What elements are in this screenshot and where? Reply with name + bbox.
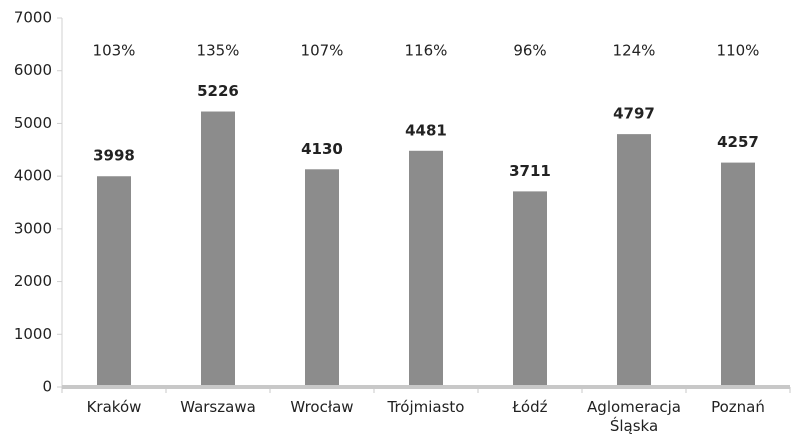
x-tick-label: Poznań <box>711 398 765 416</box>
bar <box>305 169 339 387</box>
y-tick-label: 2000 <box>14 272 52 290</box>
x-tick-label: Warszawa <box>180 398 256 416</box>
value-label: 3711 <box>509 162 551 180</box>
x-tick-label-box: Poznań <box>711 398 765 416</box>
x-tick-label: Trójmiasto <box>387 398 465 416</box>
percent-label: 110% <box>717 42 760 60</box>
value-label: 4257 <box>717 133 759 151</box>
y-tick-label: 4000 <box>14 167 52 185</box>
y-tick-label: 6000 <box>14 61 52 79</box>
percent-label: 107% <box>301 42 344 60</box>
x-tick-label: Łódź <box>512 398 548 416</box>
bar <box>97 176 131 387</box>
x-tick-label-box: Trójmiasto <box>387 398 465 416</box>
bar <box>721 162 755 387</box>
bar <box>409 150 443 387</box>
percent-label: 116% <box>405 42 448 60</box>
bar <box>513 191 547 387</box>
x-tick-label-box: Łódź <box>512 398 548 416</box>
x-tick-label: Kraków <box>86 398 142 416</box>
percent-label: 103% <box>93 42 136 60</box>
x-tick-label-box: Aglomeracja Śląska <box>587 398 681 435</box>
y-tick-label: 7000 <box>14 9 52 27</box>
y-tick-label: 3000 <box>14 219 52 237</box>
x-tick-label-box: Warszawa <box>180 398 256 416</box>
x-tick-label-box: Kraków <box>86 398 142 416</box>
bar <box>201 111 235 388</box>
y-tick-label: 1000 <box>14 325 52 343</box>
x-tick-label: Aglomeracja Śląska <box>587 398 681 435</box>
value-label: 4481 <box>405 121 447 139</box>
y-tick-label: 0 <box>42 378 52 396</box>
x-tick-label: Wrocław <box>290 398 354 416</box>
value-label: 4797 <box>613 105 655 123</box>
percent-label: 96% <box>513 42 546 60</box>
value-label: 4130 <box>301 140 343 158</box>
y-tick-label: 5000 <box>14 114 52 132</box>
value-label: 3998 <box>93 147 135 165</box>
percent-label: 124% <box>613 42 656 60</box>
x-tick-label-box: Wrocław <box>290 398 354 416</box>
bar <box>617 134 651 387</box>
percent-label: 135% <box>197 42 240 60</box>
value-label: 5226 <box>197 82 239 100</box>
